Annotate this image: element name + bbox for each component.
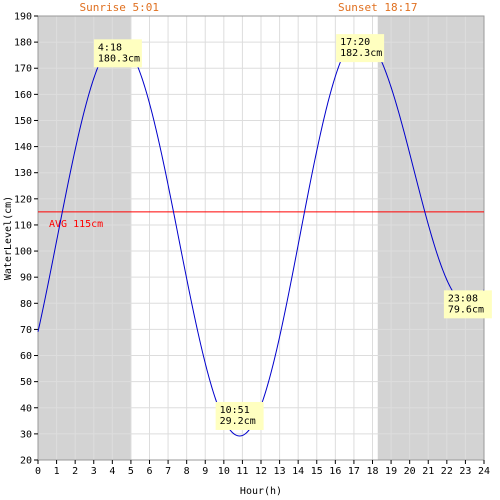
y-tick-label: 40 [20,403,32,414]
x-tick-label: 23 [459,466,471,477]
extreme-level-label: 180.3cm [98,53,140,64]
x-tick-label: 10 [218,466,230,477]
y-tick-label: 80 [20,299,32,310]
y-tick-label: 180 [14,38,32,49]
night-before-sunrise [38,16,132,460]
y-tick-label: 120 [14,194,32,205]
y-tick-label: 100 [14,247,32,258]
sunset-label: Sunset 18:17 [338,1,417,14]
x-tick-label: 3 [91,466,97,477]
y-tick-label: 50 [20,377,32,388]
x-tick-label: 14 [292,466,304,477]
x-tick-label: 1 [54,466,60,477]
extreme-time-label: 17:20 [340,37,370,48]
extreme-label-box [215,401,264,430]
x-tick-label: 21 [422,466,434,477]
x-tick-label: 7 [165,466,171,477]
extreme-level-label: 79.6cm [448,304,484,315]
x-tick-label: 12 [255,466,267,477]
x-tick-label: 9 [202,466,208,477]
x-tick-label: 4 [109,466,115,477]
y-tick-label: 70 [20,325,32,336]
y-tick-label: 170 [14,64,32,75]
x-tick-label: 24 [478,466,490,477]
extreme-time-label: 4:18 [98,42,122,53]
y-tick-label: 130 [14,168,32,179]
grid [37,15,485,461]
x-tick-label: 16 [329,466,341,477]
extreme-level-label: 182.3cm [340,48,382,59]
x-tick-label: 0 [35,466,41,477]
y-tick-label: 190 [14,12,32,23]
x-tick-label: 2 [72,466,78,477]
y-tick-label: 110 [14,220,32,231]
y-axis-title: WaterLevel(cm) [3,196,14,280]
y-tick-label: 20 [20,456,32,467]
x-tick-label: 20 [404,466,416,477]
extreme-level-label: 29.2cm [220,416,256,427]
axis-ticks: 0 1 2 3 4 5 6 7 8 9 10 11 12 13 14 15 16 17 18 19 20 21 22 23 24… [14,12,490,478]
extreme-label-box [443,290,492,319]
x-tick-label: 13 [274,466,286,477]
x-tick-label: 8 [184,466,190,477]
x-tick-label: 6 [146,466,152,477]
y-tick-label: 60 [20,351,32,362]
sunrise-label: Sunrise 5:01 [79,1,158,14]
y-tick-label: 90 [20,273,32,284]
extreme-time-label: 23:08 [448,293,478,304]
x-axis-title: Hour(h) [240,486,282,497]
average-label: AVG 115cm [49,219,103,230]
x-tick-label: 17 [348,466,360,477]
x-tick-label: 18 [366,466,378,477]
night-after-sunset [377,16,484,460]
y-tick-label: 150 [14,116,32,127]
y-tick-label: 30 [20,429,32,440]
x-tick-label: 19 [385,466,397,477]
extreme-label-box [93,39,142,68]
y-tick-label: 160 [14,90,32,101]
extreme-time-label: 10:51 [220,405,250,416]
x-tick-label: 15 [311,466,323,477]
night-shading [38,16,484,460]
extreme-label-box [336,34,385,63]
x-tick-label: 11 [236,466,248,477]
x-tick-label: 22 [441,466,453,477]
x-tick-label: 5 [128,466,134,477]
y-tick-label: 140 [14,142,32,153]
